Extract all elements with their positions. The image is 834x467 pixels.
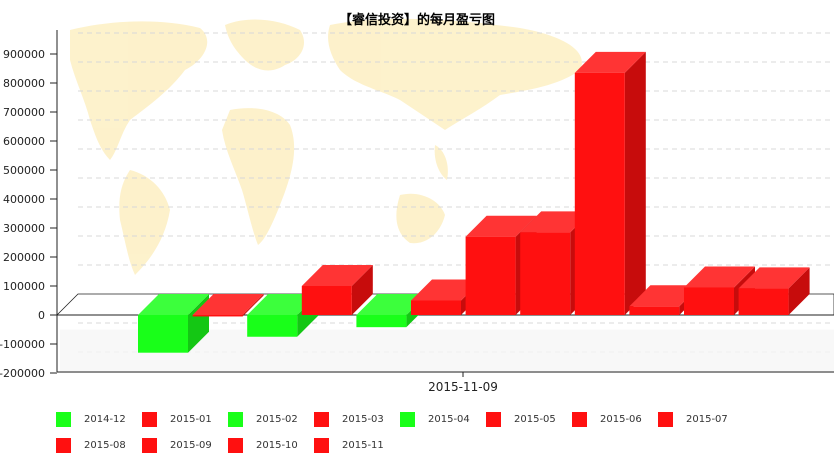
legend-swatch (314, 411, 329, 427)
bar-top (684, 266, 755, 288)
bar-2015-06 (465, 215, 537, 315)
legend-label: 2015-11 (342, 439, 384, 451)
bars (138, 51, 810, 353)
legend-label: 2015-07 (686, 413, 728, 425)
legend-swatch (142, 411, 157, 427)
legend-item: 2015-06 (572, 411, 658, 427)
bar-top (356, 294, 428, 315)
y-tick-label: -100000 (0, 338, 45, 351)
bar-top (192, 294, 264, 315)
legend: 2014-12 2015-01 2015-02 2015-03 2015-04 2015-… (56, 411, 826, 453)
bar-top (411, 279, 482, 301)
legend-swatch (400, 411, 415, 427)
legend-item: 2014-12 (56, 411, 142, 427)
y-tick-label: 300000 (3, 222, 45, 235)
legend-swatch (314, 437, 329, 453)
bar (138, 315, 188, 353)
legend-item: 2015-10 (228, 437, 314, 453)
bar (738, 288, 789, 315)
legend-item: 2015-11 (314, 437, 400, 453)
bar-top (738, 267, 810, 289)
legend-label: 2015-04 (428, 413, 470, 425)
bar-top (629, 285, 701, 307)
bar (356, 315, 407, 328)
legend-label: 2015-01 (170, 413, 212, 425)
bar (465, 236, 516, 315)
bar-top (247, 294, 319, 315)
legend-label: 2015-02 (256, 413, 298, 425)
legend-item: 2015-09 (142, 437, 228, 453)
legend-swatch (56, 437, 71, 453)
y-tick-label: 100000 (3, 280, 45, 293)
legend-item: 2015-03 (314, 411, 400, 427)
legend-item: 2015-05 (486, 411, 572, 427)
bar-top (520, 211, 592, 233)
legend-item: 2015-07 (658, 411, 744, 427)
y-tick-label: 700000 (3, 106, 45, 119)
bar (301, 286, 352, 315)
bar-2015-03 (301, 265, 373, 315)
y-tick-label: 0 (38, 309, 45, 322)
chart-title: 【睿信投资】的每月盈亏图 (338, 13, 495, 28)
bar (411, 300, 461, 315)
legend-swatch (572, 411, 587, 427)
legend-item: 2015-01 (142, 411, 228, 427)
legend-label: 2015-08 (84, 439, 126, 451)
y-tick-label: -200000 (0, 367, 45, 380)
legend-label: 2015-03 (342, 413, 384, 425)
y-tick-label: 200000 (3, 251, 45, 264)
legend-label: 2014-12 (84, 413, 126, 425)
bar-side (624, 51, 646, 315)
bar (629, 306, 680, 315)
y-tick-label: 600000 (3, 135, 45, 148)
y-tick-label: 900000 (3, 48, 45, 61)
bar-side (351, 265, 373, 315)
y-axis-ticks: 900000 800000 700000 600000 500000 400000 3000… (0, 48, 57, 380)
bar (574, 72, 625, 315)
bar (684, 287, 734, 315)
legend-label: 2015-06 (600, 413, 642, 425)
bar (192, 315, 243, 317)
bar-side (242, 294, 264, 317)
legend-swatch (228, 411, 243, 427)
bar-2015-08 (574, 51, 646, 315)
y-tick-label: 400000 (3, 193, 45, 206)
bar-side (788, 267, 810, 315)
bar-top (574, 51, 646, 73)
world-map-watermark (70, 18, 582, 275)
legend-label: 2015-05 (514, 413, 556, 425)
bar-top (465, 215, 537, 237)
bar-top (301, 265, 373, 286)
bar-2015-01 (192, 294, 264, 317)
legend-item: 2015-08 (56, 437, 142, 453)
legend-label: 2015-10 (256, 439, 298, 451)
bar (247, 315, 298, 337)
x-axis-labels: 2015-11-09 (428, 372, 498, 394)
bar-2015-05 (411, 279, 482, 315)
y-tick-label: 800000 (3, 77, 45, 90)
legend-swatch (56, 411, 71, 427)
legend-item: 2015-02 (228, 411, 314, 427)
legend-swatch (228, 437, 243, 453)
legend-swatch (486, 411, 501, 427)
x-tick-label: 2015-11-09 (428, 380, 498, 394)
bar (520, 232, 571, 315)
grid-lines (78, 32, 834, 353)
y-tick-label: 500000 (3, 164, 45, 177)
bar-top (138, 294, 209, 315)
legend-swatch (142, 437, 157, 453)
legend-label: 2015-09 (170, 439, 212, 451)
legend-swatch (658, 411, 673, 427)
legend-item: 2015-04 (400, 411, 486, 427)
bar-2015-11 (738, 267, 810, 315)
